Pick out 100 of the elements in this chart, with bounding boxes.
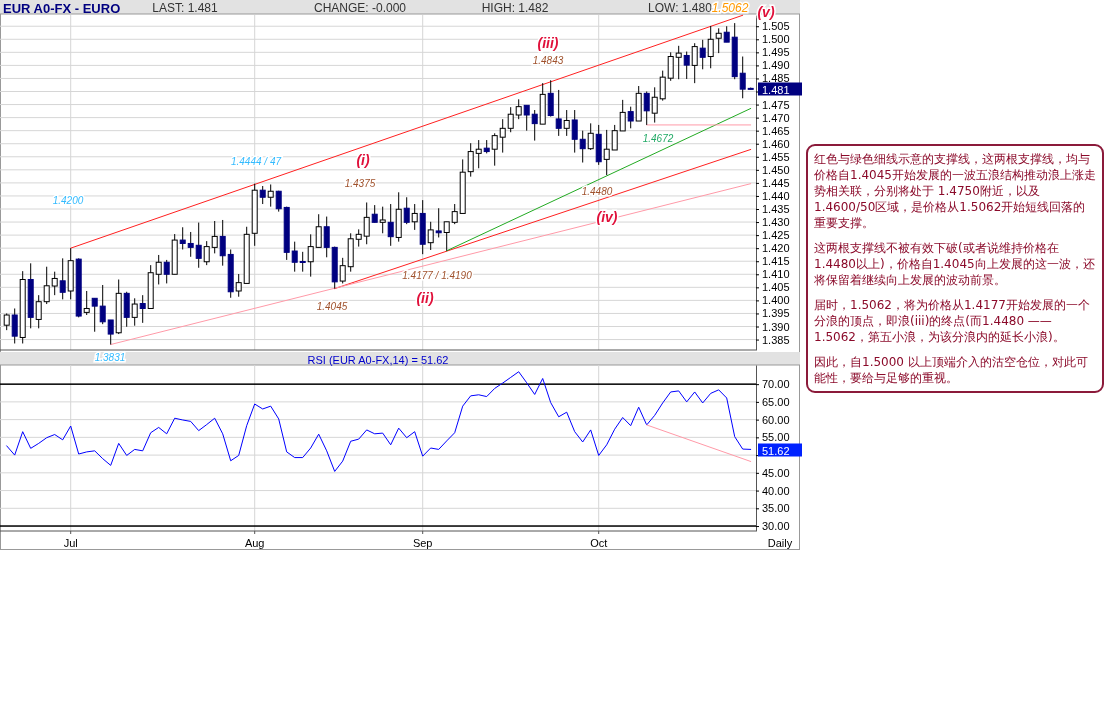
candlestick: [35, 294, 42, 329]
y-tick-label: 1.465: [762, 124, 790, 137]
text: 这两根支撑线不被有效下破(或者说维持价格在1.4480以上)，价格自1.4045向上发展的这一波，还将保留着继续向上发展的波动前景。: [814, 240, 1096, 288]
y-tick-label: 1.455: [762, 150, 790, 163]
candlestick: [507, 106, 514, 133]
candlestick: [43, 266, 50, 305]
annotation: (iv): [596, 209, 618, 225]
candlestick: [91, 297, 98, 333]
y-tick-label: 60.00: [762, 413, 790, 426]
text: 因此，自1.5000 以上顶端介入的沽空仓位，对此可能性，要给与足够的重视。: [814, 354, 1089, 386]
candlestick: [691, 42, 698, 84]
candlestick: [131, 297, 138, 327]
text: 1.481: [762, 83, 790, 96]
candlestick: [403, 196, 410, 225]
y-tick-label: 1.395: [762, 307, 790, 320]
candlestick: [579, 130, 586, 164]
candlestick: [715, 27, 722, 54]
annotation: 1.4045: [316, 300, 348, 312]
y-tick-label: 45.00: [762, 466, 790, 479]
candlestick: [563, 109, 570, 137]
candlestick: [739, 56, 746, 99]
x-tick-label: Aug: [244, 537, 265, 549]
candlestick: [59, 257, 66, 300]
annotation: (iii): [537, 35, 559, 51]
candlestick: [587, 122, 594, 151]
y-tick-label: 1.440: [762, 189, 790, 202]
candlestick: [667, 51, 674, 82]
y-tick-label: 1.485: [762, 72, 790, 85]
candlestick: [643, 91, 650, 126]
y-tick-label: 1.505: [762, 20, 790, 33]
candlestick: [611, 124, 618, 151]
annotation: 1.4177 / 1.4190: [402, 269, 473, 281]
y-tick-label: 1.430: [762, 216, 790, 229]
annotation: LAST: 1.481: [152, 1, 219, 15]
candlestick: [699, 39, 706, 70]
candlestick: [139, 294, 146, 324]
y-tick-label: 1.495: [762, 46, 790, 59]
candlestick: [299, 251, 306, 273]
candlestick: [443, 221, 450, 252]
y-tick-label: 1.470: [762, 111, 790, 124]
y-tick-label: 1.450: [762, 163, 790, 176]
y-tick-label: 1.410: [762, 268, 790, 281]
y-tick-label: 1.385: [762, 333, 790, 346]
candlestick: [323, 216, 330, 258]
candlestick: [179, 226, 186, 250]
candlestick: [619, 99, 626, 132]
candlestick: [683, 51, 690, 80]
candlestick: [379, 206, 386, 234]
candlestick: [259, 185, 266, 205]
candlestick: [235, 273, 242, 298]
candlestick: [651, 86, 658, 124]
candlestick: [107, 319, 114, 346]
x-tick-label: Sep: [412, 537, 433, 549]
y-tick-label: 1.445: [762, 176, 790, 189]
annotation: (ii): [416, 290, 434, 306]
candlestick: [363, 201, 370, 245]
annotation: 1.4672: [642, 132, 674, 144]
candlestick: [211, 220, 218, 254]
text: 红色与绿色细线示意的支撑线，这两根支撑线，均与价格自1.4045开始发展的一波五浪结构推动浪上涨走势相关联，分别将处于 1.4750附近，以及1.4600/50区域，是价格从1.5062开始短线回落的重要支撑。: [814, 151, 1096, 231]
text: 1.3831: [94, 351, 126, 363]
candlestick: [339, 257, 346, 284]
candlestick: [491, 132, 498, 167]
candlestick: [627, 106, 634, 129]
candlestick: [467, 142, 474, 178]
annotation: HIGH: 1.482: [481, 1, 549, 15]
candlestick: [315, 213, 322, 248]
y-tick-label: 1.415: [762, 255, 790, 268]
candlestick: [571, 109, 578, 154]
candlestick: [51, 271, 58, 296]
candlestick: [555, 89, 562, 137]
y-tick-label: 1.435: [762, 203, 790, 216]
candlestick: [515, 98, 522, 120]
y-tick-label: 1.490: [762, 59, 790, 72]
candlestick: [547, 79, 554, 118]
y-tick-label: 1.390: [762, 320, 790, 333]
y-tick-label: 1.500: [762, 33, 790, 46]
candlestick: [659, 70, 666, 102]
candlestick: [267, 183, 274, 208]
candlestick: [707, 25, 714, 69]
candlestick: [427, 221, 434, 251]
candlestick: [387, 203, 394, 247]
y-tick-label: 1.420: [762, 242, 790, 255]
y-tick-label: 40.00: [762, 484, 790, 497]
text: (v): [757, 4, 775, 20]
candlestick: [203, 240, 210, 266]
annotation: 1.4444 / 47: [230, 155, 282, 167]
y-tick-label: 65.00: [762, 395, 790, 408]
annotation: 1.4200: [52, 194, 84, 206]
annotation: CHANGE: -0.000: [313, 1, 407, 15]
annotation: 1.5062: [711, 1, 749, 15]
candlestick: [291, 241, 298, 273]
candlestick: [603, 129, 610, 176]
candlestick: [675, 45, 682, 80]
line-series: [6, 371, 752, 472]
y-tick-label: 1.460: [762, 137, 790, 150]
candlestick: [499, 118, 506, 154]
annotation: 1.4843: [532, 54, 564, 66]
candlestick: [155, 254, 162, 285]
candlestick: [83, 290, 90, 316]
candlestick: [475, 139, 482, 169]
